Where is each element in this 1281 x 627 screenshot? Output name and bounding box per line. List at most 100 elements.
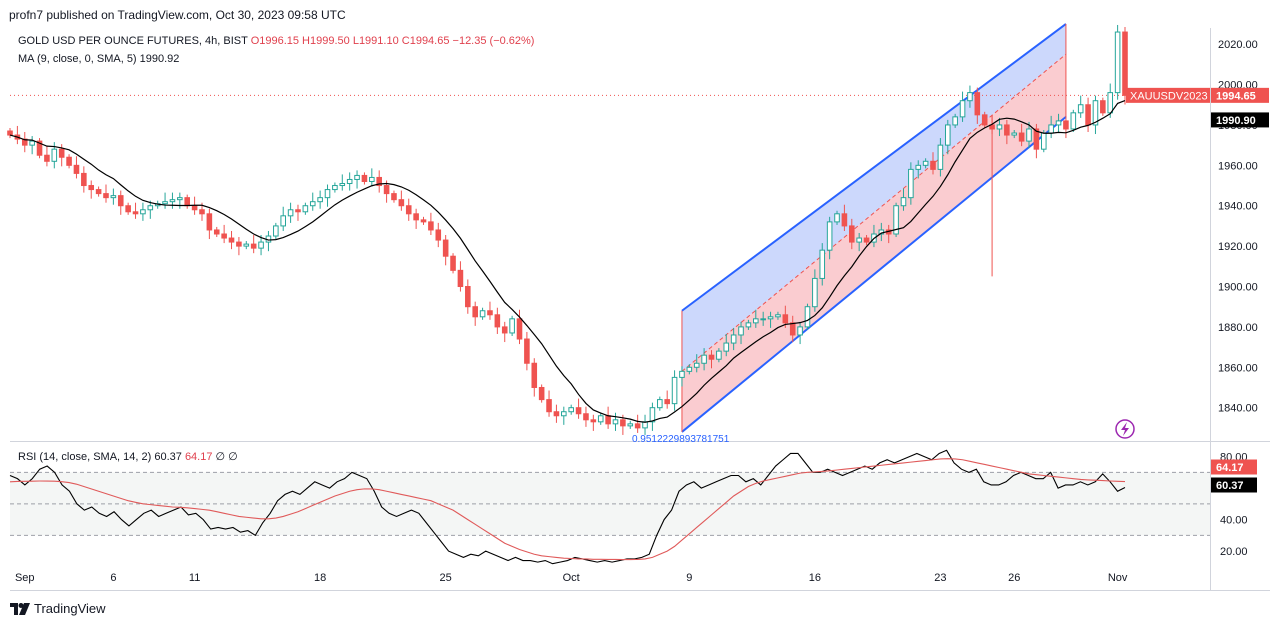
candle-body [1100,100,1106,114]
candle-body [922,160,929,166]
channel-upper-fill [681,23,1066,372]
candle-body [295,209,301,213]
rsi-legend: RSI (14, close, SMA, 14, 2) 60.37 64.17 … [18,450,238,463]
candle-body [819,249,826,279]
candle-body [708,354,715,360]
time-tick-label: 26 [1008,572,1020,584]
time-tick-label: Sep [15,572,35,584]
channel-fib-label: 0.9512229893781751 [632,434,730,445]
candle-body [450,255,456,271]
candle-body [487,310,493,316]
candle-body [36,140,43,156]
candle-body [191,205,198,211]
price-tag-bg [1211,87,1269,103]
candle-body [996,124,1003,130]
candle-body [494,314,501,328]
candle-body [797,326,803,336]
candle-body [346,178,353,185]
candle-body [738,326,744,336]
candle-body [383,185,390,195]
candle-body [1055,120,1062,126]
candle-body [782,314,789,324]
candle-body [44,154,50,162]
candle-body [686,366,693,372]
candle-body [465,286,471,308]
candle-body [413,213,419,221]
candle-body [457,269,464,288]
candle-body [524,338,530,364]
candle-body [893,205,899,235]
candle-body [243,243,250,247]
candle-body [1026,128,1032,142]
rsi-tag-value: 64.17 [1216,462,1244,474]
candle-body [634,423,641,429]
candle-body [302,205,309,213]
candle-body [58,148,65,158]
candle-body [605,415,611,425]
candle-body [66,156,72,166]
candle-body [228,237,235,243]
symbol-legend: GOLD USD PER OUNCE FUTURES, 4h, BIST O19… [18,35,534,47]
price-tick-label: 1880.00 [1218,322,1258,334]
candle-body [583,413,589,421]
candle-body [1085,104,1091,126]
candle-body [959,100,966,118]
candle-body [147,205,154,211]
candle-body [339,183,346,187]
candle-body [908,168,914,199]
rsi-tick-label: 40.00 [1220,515,1248,527]
candle-body [974,92,981,116]
tradingview-logo-icon [10,602,30,615]
price-tag-bg [1211,112,1269,128]
time-tick-label: 6 [110,572,116,584]
candle-body [826,221,833,251]
tradingview-brand[interactable]: TradingView [10,601,106,616]
rsi-value: 60.37 [154,451,182,463]
time-tick-label: Oct [563,572,580,584]
rsi-extra: ∅ ∅ [215,451,238,463]
candle-body [944,124,951,146]
candle-body [391,193,397,201]
candle-body [162,201,168,205]
rsi-band-fill [10,472,1210,536]
candle-body [1114,31,1121,94]
rsi-tag-bg [1211,477,1257,493]
price-tag-symbol: XAUUSDV2023 [1130,90,1208,102]
candle-body [7,130,13,136]
candle-body [620,419,626,427]
candle-body [501,326,508,334]
candle-body [88,185,95,191]
price-tick-label: 1940.00 [1218,201,1258,213]
candle-body [132,211,139,215]
candle-body [1092,100,1099,126]
candle-body [538,386,545,401]
symbol-name: GOLD USD PER OUNCE FUTURES, 4h, BIST [18,35,248,47]
candle-body [169,199,176,203]
candle-body [937,144,944,170]
candle-body [280,215,287,227]
candle-body [509,318,515,334]
candle-body [1070,112,1077,130]
candle-body [317,197,323,203]
candle-body [361,174,368,182]
candle-body [1033,128,1040,150]
candle-body [789,322,796,336]
candle-body [753,318,759,324]
candle-body [716,350,722,360]
candle-body [546,399,552,413]
rsi-tag-bg [1211,459,1257,475]
channel-mid-line [681,53,1067,372]
candle-body [428,221,434,231]
candle-body [258,241,264,249]
candle-body [81,172,87,187]
candle-body [679,370,685,378]
candle-body [952,116,958,126]
candle-body [767,316,774,320]
publisher-header: profn7 published on TradingView.com, Oct… [9,8,346,22]
candle-body [900,197,907,207]
candle-body [531,362,538,388]
candle-body [177,197,183,201]
candle-body [110,195,117,199]
candle-body [95,189,102,195]
